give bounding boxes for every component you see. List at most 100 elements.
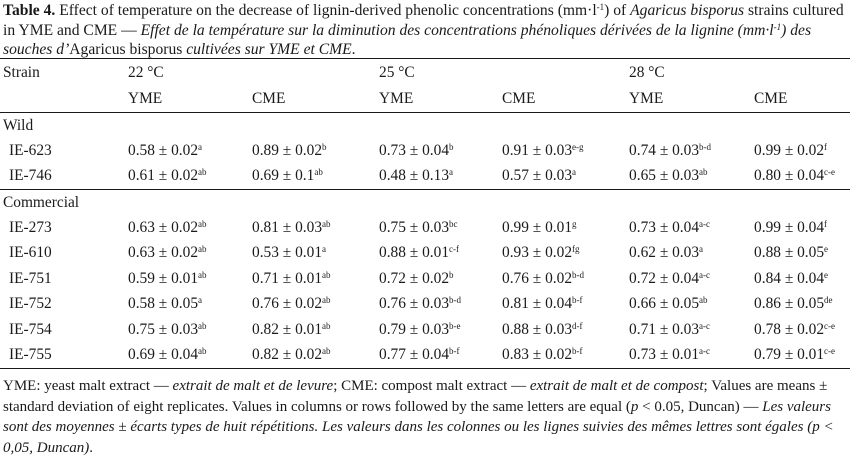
value-cell: 0.71 ± 0.03a-c [629,317,754,343]
footnote-text: ; Values are means ± standard deviation … [3,378,828,415]
significance-letters: a [449,167,454,178]
significance-letters: e [824,244,829,255]
value-cell: 0.69 ± 0.1ab [252,164,379,190]
cell-value: 0.88 ± 0.05 [754,244,825,262]
value-cell: 0.82 ± 0.01ab [252,317,379,343]
table-label: Table 4. [3,2,56,19]
significance-letters: b-f [572,295,583,306]
caption-french-text: cultivées sur YME et CME [182,41,352,58]
value-cell: 0.83 ± 0.02b-f [502,343,629,369]
value-cell: 0.76 ± 0.02ab [252,292,379,318]
cell-value: 0.78 ± 0.02 [754,320,825,338]
cell-value: 0.83 ± 0.02 [502,346,573,364]
strain-name: IE-273 [9,218,52,236]
cell-value: 0.71 ± 0.03 [629,320,700,338]
species-name-fr: Agaricus bisporus [69,41,183,58]
significance-letters: ab [699,167,708,178]
cell-value: 0.99 ± 0.04 [754,218,825,236]
cell-value: 0.74 ± 0.03 [629,141,700,159]
cell-value: 0.58 ± 0.05 [128,295,199,313]
cell-value: 0.79 ± 0.03 [379,320,450,338]
medium-header: YME [379,90,414,107]
significance-letters: e [824,269,829,280]
value-cell: 0.72 ± 0.02b [379,266,502,292]
cell-value: 0.59 ± 0.01 [128,269,199,287]
cell-value: 0.72 ± 0.04 [629,269,700,287]
value-cell: 0.89 ± 0.02b [252,138,379,164]
cell-value: 0.88 ± 0.03 [502,320,573,338]
cell-value: 0.82 ± 0.02 [252,346,323,364]
significance-letters: a [198,295,203,306]
footnote-text: p [630,398,639,415]
cell-value: 0.88 ± 0.01 [379,244,450,262]
cell-value: 0.99 ± 0.02 [754,141,825,159]
significance-letters: ab [322,218,331,229]
value-cell: 0.71 ± 0.01ab [252,266,379,292]
value-cell: 0.86 ± 0.05de [754,292,850,318]
significance-letters: ab [198,320,207,331]
value-cell: 0.82 ± 0.02ab [252,343,379,369]
medium-header: YME [629,90,664,107]
value-cell: 0.59 ± 0.01ab [128,266,252,292]
value-cell: 0.65 ± 0.03ab [629,164,754,190]
cell-value: 0.80 ± 0.04 [754,167,825,185]
cell-value: 0.57 ± 0.03 [502,167,573,185]
cell-value: 0.63 ± 0.02 [128,244,199,262]
cell-value: 0.53 ± 0.01 [252,244,323,262]
significance-letters: b-d [572,269,585,280]
significance-letters: ab [322,320,331,331]
unit-superscript: -1 [773,21,782,32]
cell-value: 0.75 ± 0.03 [128,320,199,338]
value-cell: 0.74 ± 0.03b-d [629,138,754,164]
group-name: Wild [3,116,34,134]
caption-text: . [351,41,356,58]
significance-letters: f [824,218,828,229]
significance-letters: ab [314,167,323,178]
significance-letters: de [824,295,833,306]
significance-letters: b-d [449,295,462,306]
value-cell: 0.66 ± 0.05ab [629,292,754,318]
table-row: IE-273 0.63 ± 0.02ab 0.81 ± 0.03ab 0.75 ± 0… [0,215,850,241]
group-name: Commercial [3,193,80,211]
value-cell: 0.91 ± 0.03e-g [502,138,629,164]
footnote-text: extrait de malt et de compost [529,378,704,394]
medium-header: CME [252,90,286,107]
medium-header: YME [128,90,163,107]
value-cell: 0.99 ± 0.02f [754,138,850,164]
table-footnote: YME: yeast malt extract — extrait de mal… [3,376,845,458]
significance-letters: f [824,141,828,152]
footnote-text: < 0,05, Duncan) [3,419,834,456]
cell-value: 0.75 ± 0.03 [379,218,450,236]
table-row: IE-755 0.69 ± 0.04ab 0.82 ± 0.02ab 0.77 ± 0… [0,343,850,369]
strain-name: IE-752 [9,295,52,313]
significance-letters: c-f [449,244,460,255]
significance-letters: a-c [699,218,711,229]
cell-value: 0.89 ± 0.02 [252,141,323,159]
significance-letters: a [572,167,577,178]
footnote-text: < 0.05, Duncan) — [638,398,763,415]
value-cell: 0.73 ± 0.04b [379,138,502,164]
significance-letters: b [322,141,327,152]
cell-value: 0.81 ± 0.04 [502,295,573,313]
significance-letters: ab [322,269,331,280]
significance-letters: ab [198,244,207,255]
value-cell: 0.61 ± 0.02ab [128,164,252,190]
table-row: IE-610 0.63 ± 0.02ab 0.53 ± 0.01a 0.88 ± 0.… [0,241,850,267]
value-cell: 0.73 ± 0.04a-c [629,215,754,241]
value-cell: 0.93 ± 0.02fg [502,241,629,267]
cell-value: 0.73 ± 0.04 [629,218,700,236]
value-cell: 0.88 ± 0.03d-f [502,317,629,343]
strain-name: IE-751 [9,269,52,287]
footnote-text: Les valeurs sont des moyennes ± écarts t… [3,398,831,436]
significance-letters: ab [699,295,708,306]
temperature-header: 22 °C [128,63,164,81]
cell-value: 0.66 ± 0.05 [629,295,700,313]
header-row-temperature: Strain 22 °C 25 °C 28 °C [0,58,850,87]
strain-header: Strain [3,63,40,81]
cell-value: 0.76 ± 0.02 [502,269,573,287]
table-row: IE-623 0.58 ± 0.02a 0.89 ± 0.02b 0.73 ± 0.0… [0,138,850,164]
strain-name: IE-755 [9,346,52,364]
significance-letters: a [198,141,203,152]
value-cell: 0.62 ± 0.03a [629,241,754,267]
